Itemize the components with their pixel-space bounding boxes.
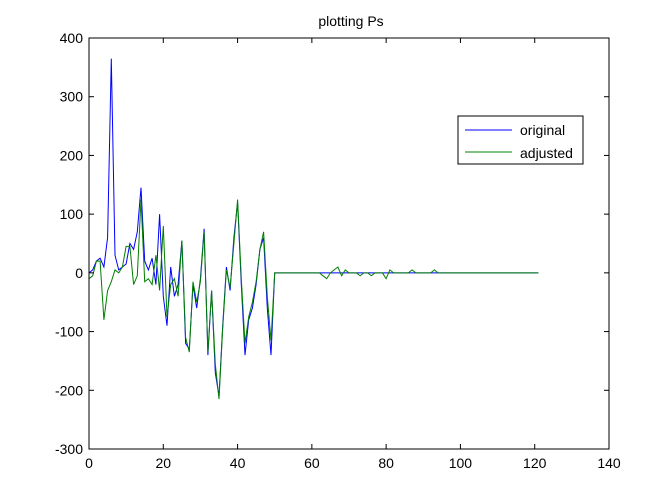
series-line-original — [88, 58, 539, 397]
chart-title: plotting Ps — [318, 13, 383, 29]
legend-label-adjusted: adjusted — [520, 145, 573, 161]
x-tick-label: 0 — [85, 455, 93, 471]
y-tick-label: 200 — [60, 147, 84, 163]
x-tick-label: 80 — [378, 455, 394, 471]
y-tick-label: 300 — [60, 89, 84, 105]
axis-ticks: 0 20 40 60 80 100 120 140 -300 -200 -100 0 100 200 300… — [55, 30, 621, 471]
y-tick-label: -200 — [55, 382, 83, 398]
y-tick-label: 0 — [75, 265, 83, 281]
x-tick-label: 40 — [230, 455, 246, 471]
y-tick-label: 100 — [60, 206, 84, 222]
y-tick-label: 400 — [60, 30, 84, 46]
axes-frame — [88, 37, 610, 450]
y-tick-label: -100 — [55, 324, 83, 340]
legend-label-original: original — [520, 122, 565, 138]
x-tick-label: 140 — [597, 455, 621, 471]
x-tick-label: 20 — [155, 455, 171, 471]
x-tick-label: 100 — [449, 455, 473, 471]
plot-area — [88, 58, 539, 400]
x-tick-label: 60 — [304, 455, 320, 471]
x-tick-label: 120 — [523, 455, 547, 471]
legend-box — [457, 115, 584, 165]
y-tick-label: -300 — [55, 441, 83, 457]
series-line-adjusted — [88, 199, 539, 400]
legend: original adjusted — [457, 115, 584, 165]
